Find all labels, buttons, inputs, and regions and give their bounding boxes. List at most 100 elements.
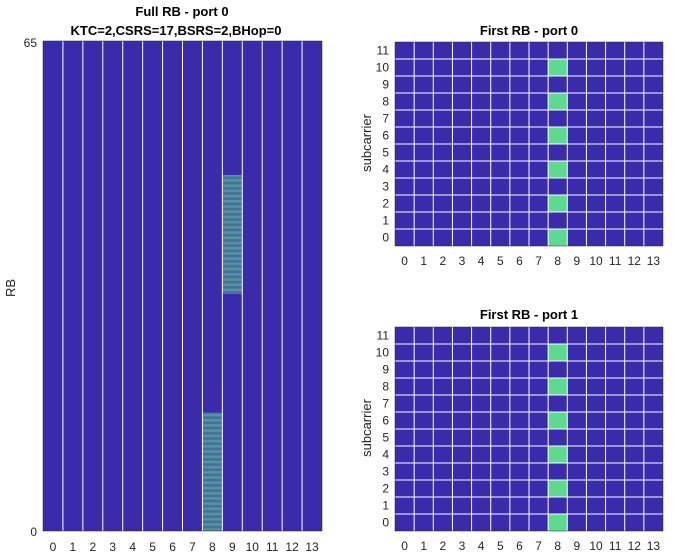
first-rb-port0-title: First RB - port 0 [480,23,578,38]
full-rb-active-cell [202,417,223,419]
full-rb-active-cell [222,230,243,232]
first-rb-port0-xtick-label: 2 [440,254,447,268]
full-rb-active-cell [202,484,223,486]
full-rb-active-cell [222,197,243,199]
full-rb-active-cell [222,183,243,185]
full-rb-xtick-label: 8 [209,540,216,554]
full-rb-active-cell [202,472,223,473]
full-rb-ytick-bottom: 0 [30,525,37,539]
full-rb-active-cell [222,190,243,191]
full-rb-active-cell [202,473,223,475]
full-rb-active-cell [222,219,243,221]
first-rb-port1-active-cell [548,480,568,497]
full-rb-active-cell [202,428,223,430]
first-rb-port0-active-cell [548,127,568,144]
full-rb-active-cell [222,292,243,294]
full-rb-active-cell [222,285,243,286]
full-rb-active-cell [202,514,223,515]
full-rb-active-cell [202,525,223,527]
full-rb-active-cell [222,207,243,209]
full-rb-active-cell [222,196,243,197]
first-rb-port0-ytick-label: 4 [382,163,389,177]
full-rb-active-cell [202,415,223,416]
full-rb-active-cell [202,423,223,425]
first-rb-port0-ylabel: subcarrier [359,113,374,171]
first-rb-port1-title: First RB - port 1 [480,307,578,322]
first-rb-port1-xtick-label: 10 [589,539,603,553]
full-rb-active-cell [222,223,243,225]
full-rb-active-cell [222,216,243,217]
full-rb-active-cell [222,181,243,183]
first-rb-port0-xtick-label: 13 [647,254,661,268]
full-rb-active-cell [222,229,243,231]
first-rb-port1-xtick-label: 11 [609,539,622,553]
full-rb-frame [42,40,323,532]
full-rb-active-cell [222,200,243,201]
first-rb-port1-xtick-label: 7 [535,539,542,553]
full-rb-active-cell [202,426,223,428]
full-rb-active-cell [222,191,243,192]
full-rb-active-cell [222,240,243,242]
first-rb-port1-ytick-label: 6 [382,414,389,428]
first-rb-port0-ytick-label: 5 [382,146,389,160]
full-rb-active-cell [222,249,243,251]
full-rb-active-cell [202,420,223,421]
full-rb-active-cell [202,511,223,513]
full-rb-active-cell [202,483,223,484]
full-rb-active-cell [222,208,243,210]
full-rb-active-cell [222,276,243,278]
first-rb-port1-xtick-label: 1 [420,539,427,553]
first-rb-port0-xtick-label: 8 [554,254,561,268]
full-rb-active-cell [222,248,243,249]
full-rb-xtick-label: 13 [305,540,319,554]
first-rb-port1-ytick-label: 4 [382,448,389,462]
full-rb-active-cell [202,519,223,520]
full-rb-active-cell [222,263,243,264]
full-rb-active-cell [202,447,223,449]
full-rb-active-cell [202,431,223,433]
first-rb-port1-ytick-label: 0 [382,516,389,530]
full-rb-active-cell [202,493,223,494]
first-rb-port1-xtick-label: 5 [497,539,504,553]
full-rb-active-cell [222,250,243,252]
first-rb-port1-ytick-label: 10 [376,346,390,360]
full-rb-active-cell [202,510,223,512]
full-rb-active-cell [222,209,243,211]
first-rb-port1-xtick-label: 2 [440,539,447,553]
full-rb-active-cell [202,485,223,487]
full-rb-active-cell [222,243,243,244]
full-rb-active-cell [222,282,243,284]
full-rb-active-cell [222,187,243,189]
full-rb-title: Full RB - port 0 [135,4,228,19]
first-rb-port0-ytick-label: 8 [382,95,389,109]
full-rb-active-cell [222,238,243,239]
first-rb-port0-xtick-label: 12 [628,254,642,268]
first-rb-port1-frame [394,326,664,532]
first-rb-port0-active-cell [548,59,568,76]
full-rb-active-cell [222,284,243,285]
full-rb-active-cell [202,470,223,472]
full-rb-active-cell [222,268,243,269]
full-rb-active-cell [202,478,223,480]
full-rb-active-cell [202,448,223,450]
full-rb-active-cell [202,436,223,437]
full-rb-active-cell [222,259,243,261]
full-rb-xtick-label: 7 [189,540,196,554]
full-rb-active-cell [222,244,243,246]
full-rb-active-cell [222,237,243,238]
full-rb-active-cell [202,492,223,493]
full-rb-active-cell [222,266,243,268]
full-rb-active-cell [222,224,243,226]
first-rb-port1-xtick-label: 3 [459,539,466,553]
full-rb-active-cell [202,489,223,491]
first-rb-port1-ytick-label: 11 [377,329,390,343]
full-rb-active-cell [202,422,223,424]
full-rb-ylabel: RB [3,279,18,297]
full-rb-active-cell [202,505,223,507]
first-rb-port0-xtick-label: 3 [459,254,466,268]
full-rb-active-cell [222,233,243,235]
first-rb-port1-active-cell [548,412,568,429]
full-rb-active-cell [202,509,223,510]
full-rb-active-cell [222,232,243,233]
